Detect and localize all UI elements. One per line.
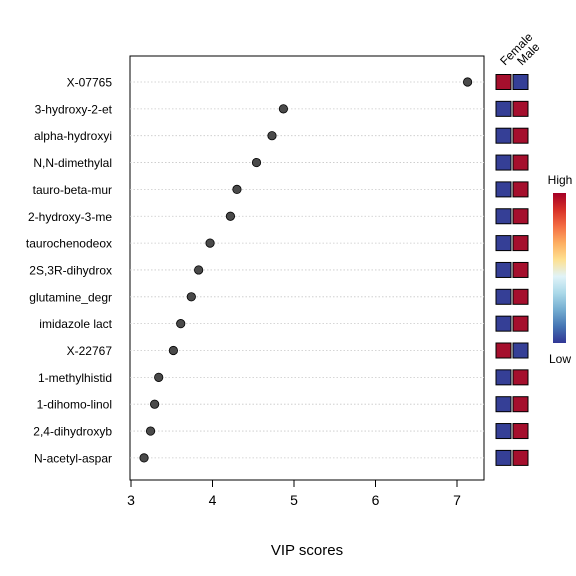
heatmap-cell — [512, 100, 529, 117]
metabolite-label: N,N-dimethylal — [33, 156, 112, 170]
metabolite-label: X-07765 — [67, 76, 113, 90]
data-point — [225, 211, 236, 221]
heatmap-cell — [512, 261, 529, 278]
x-axis: 3 4 5 6 7 — [127, 479, 461, 508]
data-points — [139, 77, 473, 463]
heatmap-cell — [512, 208, 529, 225]
x-axis-title: VIP scores — [271, 542, 343, 559]
data-point — [186, 292, 196, 302]
heatmap-cell — [512, 369, 529, 386]
heatmap-cell — [495, 181, 512, 198]
heatmap-cell — [512, 342, 529, 359]
metabolite-label: imidazole lact — [39, 317, 112, 331]
heatmap-cell — [495, 235, 512, 252]
metabolite-label: tauro-beta-mur — [33, 183, 112, 197]
heatmap-cell — [512, 127, 529, 144]
metabolite-label: 1-dihomo-linol — [37, 398, 112, 412]
grid-lines — [130, 81, 484, 459]
data-point — [154, 372, 164, 382]
data-point — [194, 265, 204, 275]
metabolite-label: taurochenodeox — [26, 237, 112, 251]
x-tick-label: 3 — [127, 492, 135, 508]
color-legend: High Low — [548, 173, 573, 366]
data-point — [205, 238, 215, 248]
data-point — [232, 184, 242, 194]
data-point — [462, 77, 473, 87]
metabolite-label: 2,4-dihydroxyb — [33, 425, 112, 439]
heatmap-cell — [512, 449, 529, 466]
metabolite-label: glutamine_degr — [29, 290, 112, 304]
heatmap-cell — [495, 449, 512, 466]
heatmap-cell — [512, 181, 529, 198]
heatmap-cell — [495, 127, 512, 144]
heatmap-cell — [495, 154, 512, 171]
x-tick-label: 4 — [209, 492, 217, 508]
heatmap-cell — [512, 235, 529, 252]
y-axis-labels: X-07765 3-hydroxy-2-et alpha-hydroxyi N,N-d… — [26, 76, 113, 466]
metabolite-label: 2S,3R-dihydrox — [29, 263, 112, 277]
plot-frame — [129, 55, 485, 481]
heatmap-cell — [512, 74, 529, 90]
x-tick-label: 5 — [290, 492, 298, 508]
legend-low-label: Low — [549, 352, 571, 366]
data-point — [267, 131, 277, 141]
data-point — [145, 426, 156, 436]
data-point — [150, 399, 160, 409]
heatmap-cell — [495, 396, 512, 413]
heatmap-cell — [512, 288, 529, 305]
metabolite-label: 3-hydroxy-2-et — [35, 102, 113, 116]
metabolite-label: N-acetyl-aspar — [34, 451, 112, 465]
heatmap-cell — [512, 423, 529, 440]
data-point — [251, 157, 262, 168]
metabolite-label: X-22767 — [67, 344, 113, 358]
heatmap-cell — [495, 261, 512, 278]
heatmap-cell — [495, 208, 512, 225]
metabolite-label: 1-methylhistid — [38, 371, 112, 385]
heatmap-cell — [495, 74, 512, 90]
metabolite-label: 2-hydroxy-3-me — [28, 210, 112, 224]
x-tick-label: 6 — [372, 492, 380, 508]
data-point — [176, 319, 186, 329]
data-point — [278, 104, 289, 114]
data-point — [139, 453, 149, 463]
heatmap-cell — [495, 315, 512, 332]
data-point — [168, 345, 178, 356]
metabolite-label: alpha-hydroxyi — [34, 129, 112, 143]
heatmap-cell — [495, 369, 512, 386]
heatmap-cell — [512, 396, 529, 413]
x-tick-label: 7 — [453, 492, 461, 508]
heatmap-cell — [512, 315, 529, 332]
heatmap-cell — [495, 423, 512, 440]
legend-high-label: High — [548, 173, 573, 187]
legend-color-bar — [553, 193, 566, 343]
heatmap-cell — [495, 100, 512, 117]
heatmap-cell — [495, 342, 512, 359]
heatmap-cell — [495, 288, 512, 305]
heatmap-cell — [512, 154, 529, 171]
